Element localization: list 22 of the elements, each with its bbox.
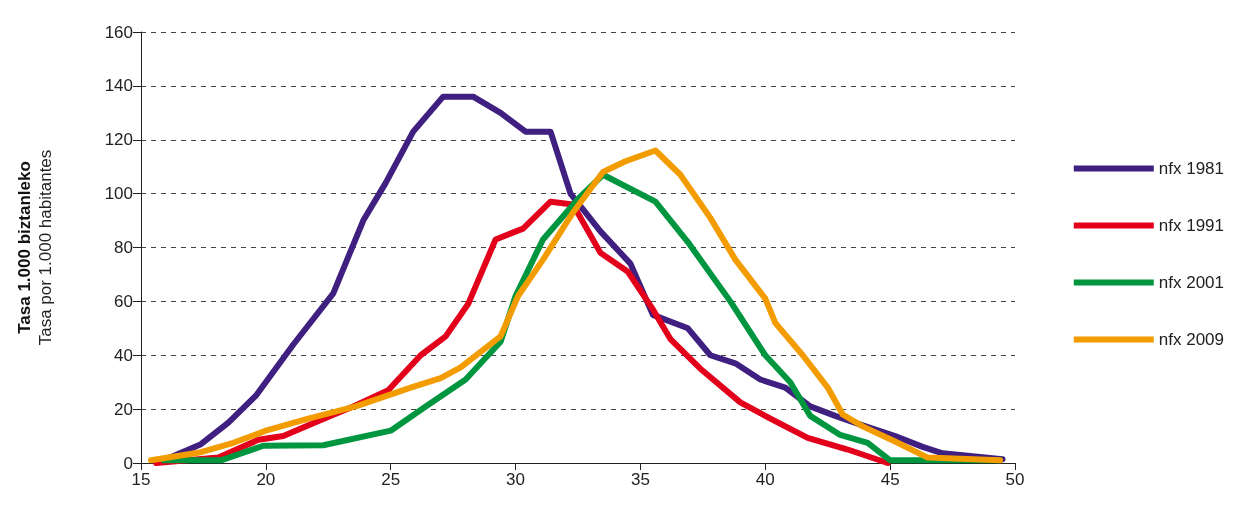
y-tick-label: 40	[114, 345, 133, 365]
y-tick-label: 120	[104, 130, 133, 150]
y-tick-label: 60	[114, 291, 133, 311]
x-tick-label: 20	[256, 470, 276, 489]
y-axis-title: Tasa 1.000 biztanleko Tasa por 1.000 habitantes	[15, 149, 55, 346]
x-tick-label: 30	[506, 470, 526, 489]
y-tick-label: 20	[114, 399, 133, 419]
y-tick-label: 80	[114, 238, 133, 257]
y-tick-label: 160	[104, 22, 133, 42]
x-tick-label: 25	[381, 470, 401, 489]
legend-label: nfx 1981	[1158, 159, 1225, 178]
legend-label: nfx 2009	[1158, 330, 1225, 349]
legend-label: nfx 1991	[1158, 216, 1225, 235]
x-tick-label: 40	[755, 470, 775, 489]
y-tick-label: 0	[123, 453, 133, 473]
legend-label: nfx 2001	[1158, 273, 1225, 292]
y-tick-label: 100	[104, 184, 133, 204]
x-tick-label: 45	[880, 470, 900, 489]
x-tick-label: 15	[131, 470, 151, 489]
y-tick-label: 140	[104, 76, 133, 96]
x-tick-label: 50	[1005, 470, 1025, 489]
x-tick-label: 35	[630, 470, 650, 489]
